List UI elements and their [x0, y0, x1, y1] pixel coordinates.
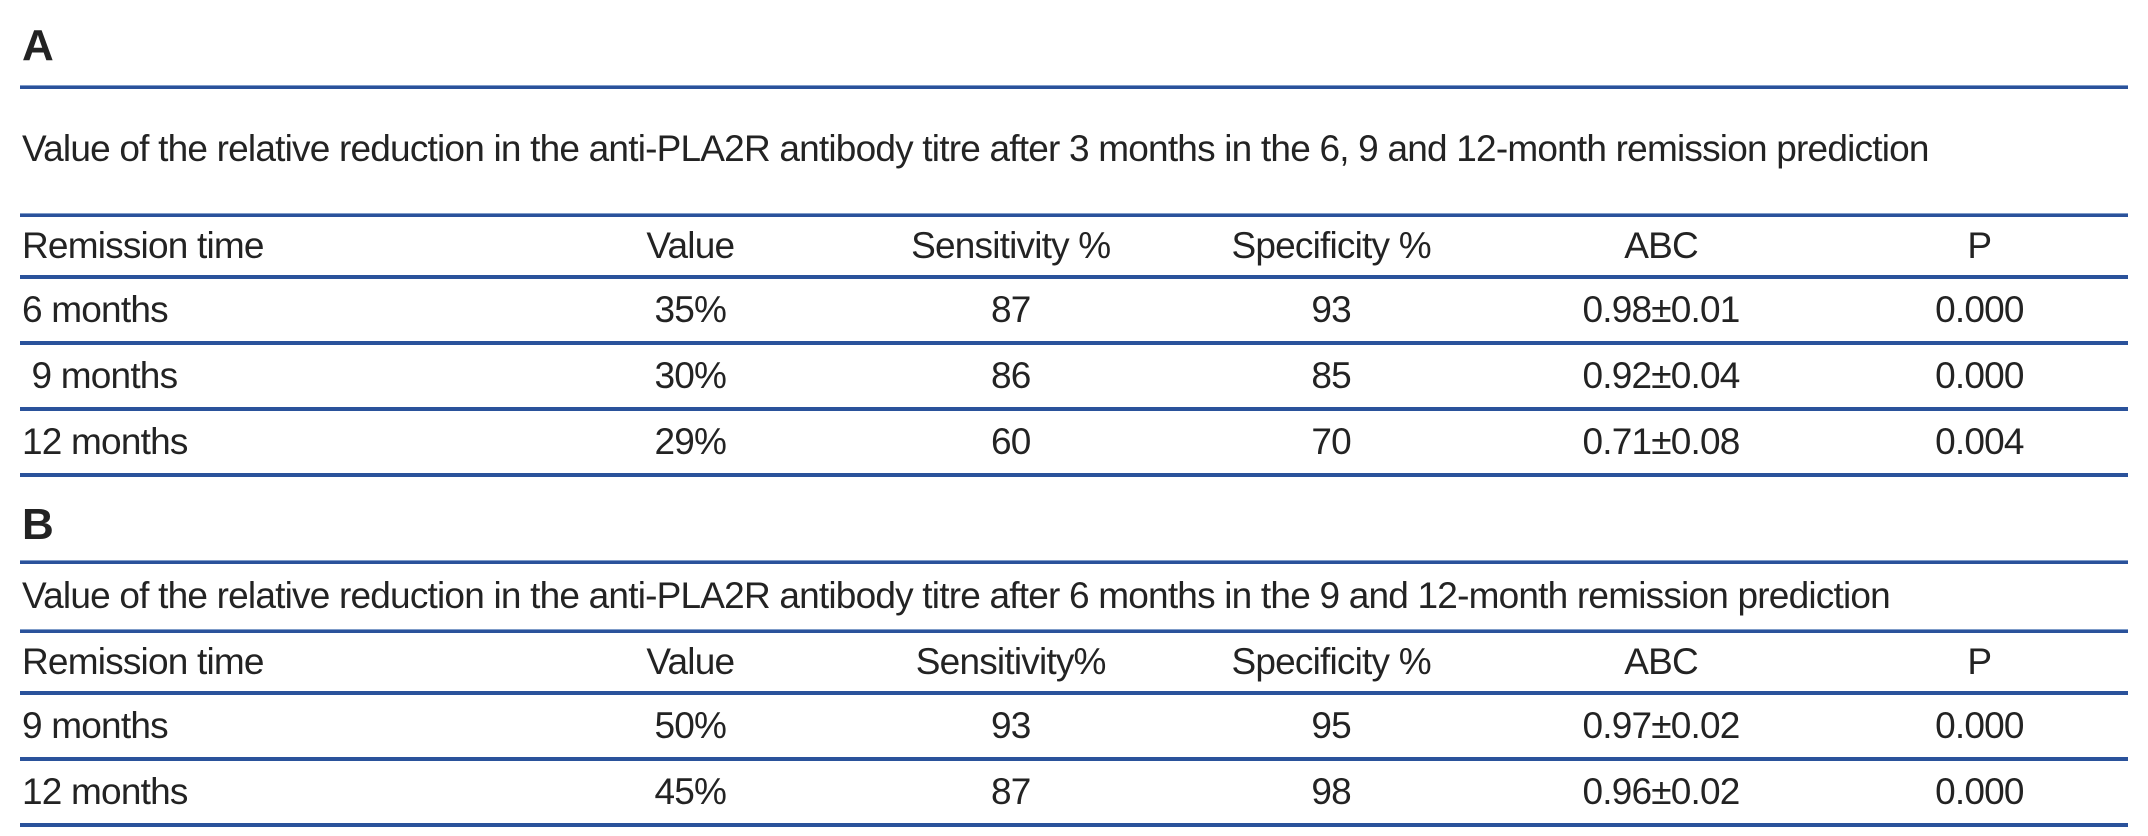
cell-sensitivity: 86	[850, 343, 1171, 411]
table-a: Remission time Value Sensitivity % Speci…	[20, 217, 2128, 477]
cell-p: 0.000	[1830, 343, 2128, 411]
cell-value: 50%	[530, 693, 851, 761]
cell-specificity: 85	[1170, 343, 1492, 411]
divider	[20, 629, 2128, 633]
cell-value: 35%	[530, 277, 851, 345]
cell-remission-time: 6 months	[20, 277, 531, 345]
column-header-p: P	[1830, 633, 2128, 695]
column-header-abc: ABC	[1491, 633, 1831, 695]
cell-specificity: 93	[1170, 277, 1492, 345]
table-row: 12 months 29% 60 70 0.71±0.08 0.004	[20, 409, 2128, 477]
cell-sensitivity: 87	[850, 277, 1171, 345]
column-header-value: Value	[530, 633, 851, 695]
column-header-value: Value	[530, 217, 851, 279]
cell-sensitivity: 93	[850, 693, 1171, 761]
cell-remission-time: 9 months	[20, 343, 531, 411]
table-a-caption: Value of the relative reduction in the a…	[22, 128, 1929, 169]
panel-label-b: B	[22, 500, 54, 549]
cell-sensitivity: 87	[850, 759, 1171, 827]
cell-p: 0.000	[1830, 693, 2128, 761]
column-header-specificity: Specificity %	[1170, 217, 1492, 279]
table-row: 12 months 45% 87 98 0.96±0.02 0.000	[20, 759, 2128, 827]
cell-value: 29%	[530, 409, 851, 477]
cell-remission-time: 9 months	[20, 693, 531, 761]
table-b: Remission time Value Sensitivity% Specif…	[20, 633, 2128, 827]
panel-label-a: A	[22, 21, 54, 70]
section-b: B Value of the relative reduction in the…	[20, 477, 2128, 827]
table-b-header-row: Remission time Value Sensitivity% Specif…	[20, 633, 2128, 695]
column-header-remission-time: Remission time	[20, 217, 531, 279]
cell-specificity: 95	[1170, 693, 1492, 761]
section-a: A Value of the relative reduction in the…	[20, 0, 2128, 477]
cell-p: 0.004	[1830, 409, 2128, 477]
cell-specificity: 98	[1170, 759, 1492, 827]
column-header-abc: ABC	[1491, 217, 1831, 279]
divider	[20, 213, 2128, 217]
cell-sensitivity: 60	[850, 409, 1171, 477]
cell-specificity: 70	[1170, 409, 1492, 477]
table-row: 6 months 35% 87 93 0.98±0.01 0.000	[20, 277, 2128, 345]
table-row: 9 months 50% 93 95 0.97±0.02 0.000	[20, 693, 2128, 761]
cell-remission-time: 12 months	[20, 759, 531, 827]
cell-abc: 0.96±0.02	[1491, 759, 1831, 827]
divider	[20, 85, 2128, 89]
table-b-caption: Value of the relative reduction in the a…	[22, 575, 1891, 616]
column-header-specificity: Specificity %	[1170, 633, 1492, 695]
cell-remission-time: 12 months	[20, 409, 531, 477]
cell-abc: 0.98±0.01	[1491, 277, 1831, 345]
column-header-sensitivity: Sensitivity %	[850, 217, 1171, 279]
cell-p: 0.000	[1830, 759, 2128, 827]
table-a-header-row: Remission time Value Sensitivity % Speci…	[20, 217, 2128, 279]
cell-abc: 0.92±0.04	[1491, 343, 1831, 411]
column-header-sensitivity: Sensitivity%	[850, 633, 1171, 695]
table-row: 9 months 30% 86 85 0.92±0.04 0.000	[20, 343, 2128, 411]
divider	[20, 560, 2128, 564]
cell-p: 0.000	[1830, 277, 2128, 345]
column-header-p: P	[1830, 217, 2128, 279]
cell-value: 30%	[530, 343, 851, 411]
cell-abc: 0.71±0.08	[1491, 409, 1831, 477]
cell-abc: 0.97±0.02	[1491, 693, 1831, 761]
column-header-remission-time: Remission time	[20, 633, 531, 695]
cell-value: 45%	[530, 759, 851, 827]
